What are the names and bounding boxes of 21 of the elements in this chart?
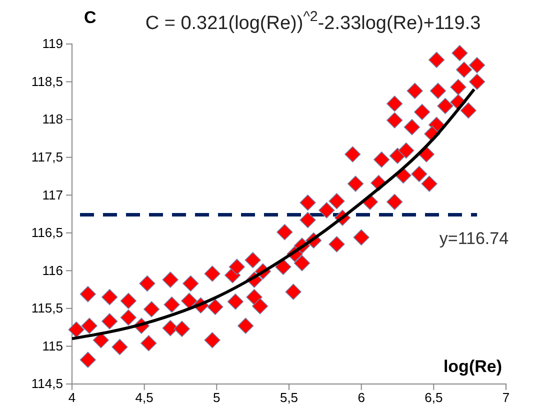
x-tick-label: 5,5 — [280, 390, 298, 406]
x-tick-label: 7 — [502, 390, 510, 406]
y-tick-label: 116,5 — [31, 225, 63, 240]
x-tick-label: 5 — [213, 390, 220, 406]
x-tick-label: 6 — [358, 390, 365, 406]
y-tick-label: 117 — [42, 187, 63, 202]
y-tick-label: 117,5 — [31, 149, 63, 164]
y-tick-label: 119 — [42, 36, 63, 52]
x-axis-title: log(Re) — [443, 357, 502, 376]
chart-title: C = 0.321(log(Re))$^{^2}$-2.33log(Re)+119.3 — [145, 9, 481, 34]
x-tick-label: 4,5 — [135, 390, 154, 406]
ref-line-label: y=116.74 — [439, 228, 509, 248]
y-tick-label: 118 — [42, 112, 63, 127]
x-tick-label: 6,5 — [424, 390, 443, 406]
y-tick-label: 116 — [42, 262, 63, 278]
x-tick-label: 4 — [68, 390, 76, 406]
y-tick-label: 114,5 — [31, 376, 63, 392]
y-tick-label: 115,5 — [31, 300, 63, 316]
y-axis-title: C — [84, 8, 96, 27]
y-tick-label: 115 — [42, 338, 63, 354]
y-tick-label: 118,5 — [31, 74, 63, 89]
